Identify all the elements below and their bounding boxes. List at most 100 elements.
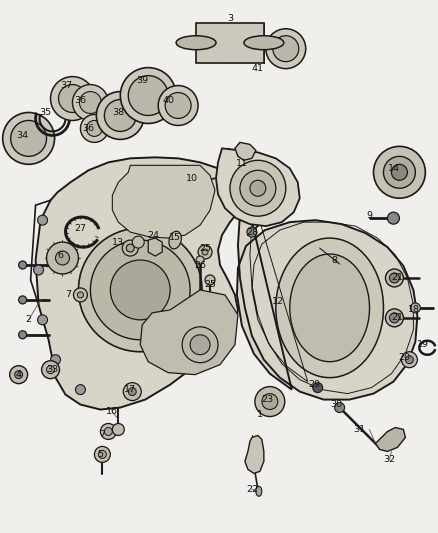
Circle shape — [104, 100, 136, 132]
Text: 36: 36 — [74, 96, 86, 105]
Text: 4: 4 — [16, 370, 21, 379]
Circle shape — [389, 273, 399, 283]
Circle shape — [42, 361, 60, 378]
Text: 3: 3 — [227, 14, 233, 23]
Circle shape — [196, 256, 204, 264]
Circle shape — [132, 236, 144, 248]
Text: 28: 28 — [246, 228, 258, 237]
Circle shape — [38, 315, 48, 325]
Circle shape — [250, 180, 266, 196]
Circle shape — [74, 288, 88, 302]
Circle shape — [46, 366, 54, 374]
Text: 20: 20 — [399, 353, 410, 362]
Text: 37: 37 — [60, 81, 73, 90]
Polygon shape — [237, 192, 417, 400]
Circle shape — [100, 424, 117, 439]
Text: 18: 18 — [408, 305, 420, 314]
Circle shape — [273, 36, 299, 62]
Circle shape — [392, 164, 407, 180]
Circle shape — [14, 370, 23, 378]
Circle shape — [262, 393, 278, 409]
Text: 15: 15 — [169, 232, 181, 241]
Text: 13: 13 — [112, 238, 124, 247]
Circle shape — [247, 227, 257, 237]
Text: 21: 21 — [392, 273, 403, 282]
Text: 6: 6 — [57, 251, 64, 260]
Text: 19: 19 — [417, 340, 429, 349]
Circle shape — [50, 77, 95, 120]
Text: 29: 29 — [309, 380, 321, 389]
Text: 41: 41 — [252, 64, 264, 73]
Circle shape — [11, 120, 46, 156]
Circle shape — [388, 212, 399, 224]
Text: 7: 7 — [99, 430, 106, 439]
Circle shape — [240, 171, 276, 206]
Text: 5: 5 — [97, 450, 103, 459]
Text: 39: 39 — [136, 76, 148, 85]
Ellipse shape — [176, 36, 216, 50]
Ellipse shape — [256, 486, 262, 496]
Text: 38: 38 — [112, 108, 124, 117]
Circle shape — [128, 387, 136, 395]
Polygon shape — [112, 165, 215, 238]
Ellipse shape — [244, 36, 284, 50]
Circle shape — [126, 244, 134, 252]
Text: 34: 34 — [17, 131, 28, 140]
Circle shape — [81, 115, 108, 142]
Text: 17: 17 — [124, 385, 136, 394]
Circle shape — [78, 228, 202, 352]
Circle shape — [90, 240, 190, 340]
Text: 16: 16 — [106, 407, 118, 416]
Circle shape — [313, 383, 323, 393]
Text: 33: 33 — [46, 365, 59, 374]
Circle shape — [46, 242, 78, 274]
Circle shape — [406, 356, 413, 364]
Text: 11: 11 — [236, 159, 248, 168]
Ellipse shape — [169, 231, 181, 249]
Text: 22: 22 — [246, 485, 258, 494]
Text: 36: 36 — [82, 124, 95, 133]
Circle shape — [96, 92, 144, 140]
Bar — [196, 23, 264, 63]
Circle shape — [374, 147, 425, 198]
Circle shape — [79, 92, 101, 114]
Circle shape — [182, 327, 218, 362]
Text: 30: 30 — [331, 400, 343, 409]
Circle shape — [266, 29, 306, 69]
Ellipse shape — [276, 238, 384, 378]
Circle shape — [75, 385, 85, 394]
Text: 25: 25 — [199, 244, 211, 253]
Circle shape — [128, 76, 168, 116]
Circle shape — [401, 352, 417, 368]
Circle shape — [38, 215, 48, 225]
Circle shape — [198, 245, 212, 259]
Circle shape — [335, 402, 345, 413]
Polygon shape — [140, 290, 238, 375]
Polygon shape — [216, 148, 300, 226]
Text: 21: 21 — [392, 313, 403, 322]
Circle shape — [410, 303, 420, 313]
Circle shape — [19, 331, 27, 339]
Polygon shape — [235, 142, 256, 160]
Circle shape — [190, 335, 210, 355]
Circle shape — [95, 447, 110, 462]
Text: 32: 32 — [383, 455, 396, 464]
Text: 24: 24 — [147, 231, 159, 240]
Circle shape — [110, 260, 170, 320]
Circle shape — [124, 383, 141, 401]
Circle shape — [19, 261, 27, 269]
Circle shape — [104, 427, 112, 435]
Polygon shape — [245, 435, 264, 473]
Circle shape — [202, 249, 208, 255]
Text: 23: 23 — [262, 395, 274, 404]
Text: 10: 10 — [186, 174, 198, 183]
Text: 12: 12 — [272, 297, 284, 306]
Circle shape — [3, 112, 54, 164]
Circle shape — [122, 240, 138, 256]
Circle shape — [230, 160, 286, 216]
Text: 2: 2 — [25, 316, 32, 324]
Circle shape — [99, 450, 106, 458]
Circle shape — [56, 251, 70, 265]
Text: 1: 1 — [257, 410, 263, 419]
Text: 8: 8 — [332, 255, 338, 264]
